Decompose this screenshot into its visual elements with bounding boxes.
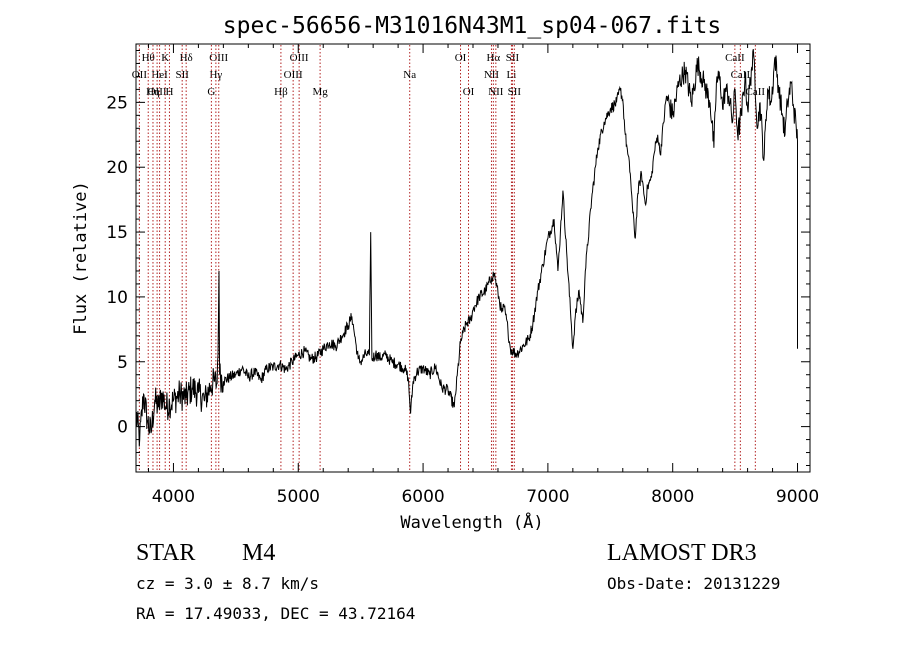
line-marker-label: OI (455, 52, 467, 64)
line-marker-label: Hθ (142, 52, 155, 64)
line-marker-label: H (165, 86, 173, 98)
y-axis-label: Flux (relative) (71, 181, 91, 335)
line-marker-label: OIII (148, 86, 167, 98)
x-tick-label: 8000 (651, 487, 694, 507)
line-marker-label: SII (506, 52, 520, 64)
line-marker-label: OIII (284, 69, 303, 81)
chart-title: spec-56656-M31016N43M1_sp04-067.fits (223, 13, 722, 39)
y-tick-label: 0 (117, 418, 128, 438)
survey-name: LAMOST DR3 (607, 540, 757, 566)
line-marker-label: CaII (725, 52, 745, 64)
spectrum-chart: spec-56656-M31016N43M1_sp04-067.fits Hθ O… (71, 13, 819, 533)
obs-date: Obs-Date: 20131229 (607, 574, 781, 593)
line-marker-label: OI (463, 86, 475, 98)
y-axis: 0 5 10 15 20 25 (106, 49, 810, 467)
y-tick-label: 10 (106, 288, 128, 308)
spectrum-line (135, 48, 798, 447)
y-tick-label: 15 (106, 223, 128, 243)
line-marker-label: OIII (290, 52, 309, 64)
line-marker-label: Mg (312, 86, 328, 98)
line-marker-label: OIII (209, 52, 228, 64)
y-tick-label: 25 (106, 93, 128, 113)
line-marker-label: Hη (146, 86, 160, 98)
coordinates: RA = 17.49033, DEC = 43.72164 (136, 604, 416, 623)
line-marker-label: Li (507, 69, 517, 81)
line-marker-label: NII (488, 86, 504, 98)
line-marker-label: K (161, 52, 169, 64)
x-tick-label: 7000 (526, 487, 569, 507)
line-marker-label: Hγ (209, 69, 222, 81)
line-marker-label: OII (132, 69, 148, 81)
line-marker-label: SII (175, 69, 189, 81)
object-class: STAR (136, 540, 196, 566)
cz-value: cz = 3.0 ± 8.7 km/s (136, 574, 320, 593)
x-tick-label: 9000 (776, 487, 819, 507)
line-marker-label: Hδ (180, 52, 193, 64)
line-marker-label: Hα (486, 52, 500, 64)
line-marker-label: SII (508, 86, 522, 98)
y-tick-label: 5 (117, 353, 128, 373)
line-marker-label: CaII (731, 69, 751, 81)
line-marker-label: NII (484, 69, 500, 81)
plot-frame (135, 43, 811, 473)
x-axis: 4000 5000 6000 7000 8000 9000 (147, 44, 819, 507)
line-marker-label: HeI (151, 69, 168, 81)
x-tick-label: 5000 (277, 487, 320, 507)
x-tick-label: 4000 (152, 487, 195, 507)
line-marker-label: Na (403, 69, 416, 81)
x-tick-label: 6000 (401, 487, 444, 507)
object-subclass: M4 (242, 540, 276, 566)
x-axis-label: Wavelength (Å) (400, 511, 543, 533)
line-marker-label: G (207, 86, 215, 98)
line-marker-label: Hβ (274, 86, 288, 98)
y-tick-label: 20 (106, 158, 128, 178)
